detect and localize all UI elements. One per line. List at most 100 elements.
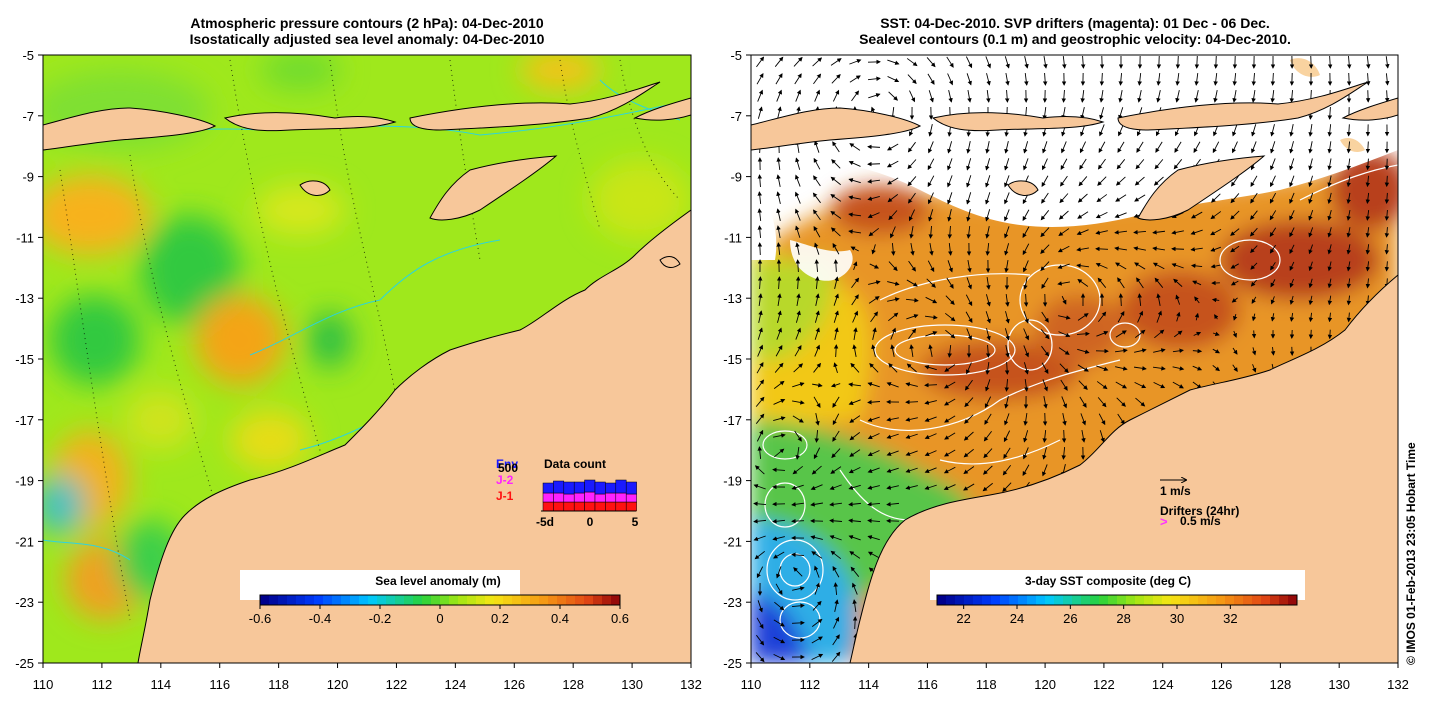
left-xtick-label: 118: [268, 677, 289, 692]
sla-colorbar: Sea level anomaly (m) -0.6 -0.4 -0.2 0 0.2 0.…: [240, 570, 629, 626]
right-xtick-label: 120: [1034, 677, 1056, 692]
left-xtick-label: 126: [503, 677, 525, 692]
left-xtick-label: 114: [150, 677, 171, 692]
sst-colorbar-tick: 28: [1116, 611, 1130, 626]
data-count-bar: [563, 501, 575, 512]
right-title-line2: Sealevel contours (0.1 m) and geostrophi…: [859, 31, 1291, 47]
sla-colorbar-tick: 0.4: [551, 611, 569, 626]
data-count-bar: [625, 501, 637, 512]
data-count-inset: Data count Env 500 J-2 J-1 -5d 0 5: [496, 457, 639, 529]
right-xtick-label: 132: [1387, 677, 1409, 692]
sla-colorbar-label: Sea level anomaly (m): [375, 574, 500, 588]
data-count-bar: [625, 493, 637, 503]
left-xtick-label: 110: [33, 677, 54, 692]
left-xtick-label: 122: [386, 677, 408, 692]
data-count-bar: [563, 481, 575, 495]
data-count-bar: [542, 482, 554, 494]
data-count-bar: [553, 492, 565, 503]
data-count-bar: [605, 482, 617, 494]
data-count-bar: [573, 481, 585, 494]
data-count-bar: [625, 481, 637, 495]
right-xtick-label: 126: [1211, 677, 1233, 692]
right-ytick-label: -7: [730, 109, 742, 124]
data-count-bar: [584, 501, 596, 512]
right-ytick-label: -21: [723, 534, 742, 549]
right-y-axis: -5 -7 -9 -11 -13 -15 -17 -19 -21 -23 -25: [723, 48, 751, 671]
left-ytick-label: -13: [15, 291, 34, 306]
data-count-bar: [615, 479, 627, 494]
right-ytick-label: -19: [723, 474, 742, 489]
data-count-bar: [584, 491, 596, 503]
right-ytick-label: -25: [723, 656, 742, 671]
drifters-label: Drifters (24hr): [1160, 504, 1239, 518]
sla-colorbar-tick: 0.6: [611, 611, 629, 626]
credit-text: © IMOS 01-Feb-2013 23:05 Hobart Time: [1404, 442, 1418, 665]
left-ytick-label: -5: [22, 48, 34, 63]
left-xtick-label: 130: [621, 677, 643, 692]
sla-colorbar-tick: -0.2: [369, 611, 391, 626]
left-ytick-label: -23: [15, 595, 34, 610]
right-xtick-label: 112: [799, 677, 820, 692]
data-count-bar: [553, 480, 565, 494]
sla-colorbar-tick: -0.6: [249, 611, 271, 626]
sea-level-anomaly-map: [43, 55, 691, 663]
sst-colorbar-label: 3-day SST composite (deg C): [1025, 574, 1191, 588]
sla-colorbar-tick: 0: [436, 611, 443, 626]
sst-colorbar: 3-day SST composite (deg C) 22 24 26 28 30 32: [930, 570, 1305, 626]
right-ytick-label: -9: [730, 170, 742, 185]
left-ytick-label: -15: [15, 352, 34, 367]
sst-colorbar-tick: 30: [1170, 611, 1184, 626]
left-x-axis: 110 112 114 116 118 120 122 124 126 128 130 132: [33, 663, 702, 692]
sst-map: [751, 55, 1398, 663]
right-xtick-label: 130: [1328, 677, 1350, 692]
dc-xtick-0: 0: [587, 515, 594, 529]
drifter-symbol: >: [1160, 514, 1168, 529]
sst-colorbar-tick: 32: [1223, 611, 1237, 626]
right-ytick-label: -5: [730, 48, 742, 63]
right-ytick-label: -23: [723, 595, 742, 610]
right-xtick-label: 110: [741, 677, 762, 692]
data-count-bar: [573, 492, 585, 503]
right-ytick-label: -11: [724, 230, 742, 245]
data-count-bar: [542, 501, 554, 512]
left-ytick-label: -19: [15, 474, 34, 489]
dc-xtick-minus5: -5d: [536, 515, 554, 529]
right-xtick-label: 124: [1152, 677, 1174, 692]
drifter-speed-label: 0.5 m/s: [1180, 514, 1221, 528]
data-count-bar: [553, 501, 565, 512]
right-xtick-label: 116: [917, 677, 938, 692]
right-title-line1: SST: 04-Dec-2010. SVP drifters (magenta)…: [880, 15, 1270, 31]
data-count-bar: [615, 501, 627, 512]
left-xtick-label: 124: [445, 677, 467, 692]
left-ytick-label: -11: [16, 230, 34, 245]
left-ytick-label: -25: [15, 656, 34, 671]
geostrophic-velocity-vectors: [753, 55, 1390, 663]
data-count-bar: [594, 481, 606, 495]
sla-colorbar-tick: 0.2: [491, 611, 509, 626]
left-ytick-label: -7: [22, 109, 34, 124]
data-count-title: Data count: [544, 457, 606, 471]
mission-j2: J-2: [496, 473, 514, 487]
data-count-bar: [584, 479, 596, 493]
right-panel: SST: 04-Dec-2010. SVP drifters (magenta)…: [723, 15, 1409, 692]
velocity-key: 1 m/s Drifters (24hr) > 0.5 m/s: [1160, 480, 1239, 529]
velocity-key-label: 1 m/s: [1160, 484, 1191, 498]
data-count-bar: [573, 501, 585, 512]
mission-env: Env: [496, 457, 518, 471]
sst-colorbar-tick: 22: [956, 611, 970, 626]
right-xtick-label: 114: [858, 677, 879, 692]
right-xtick-label: 122: [1093, 677, 1115, 692]
left-ytick-label: -21: [15, 534, 34, 549]
data-count-bar: [605, 492, 617, 503]
left-xtick-label: 132: [680, 677, 702, 692]
left-ytick-label: -17: [15, 413, 34, 428]
data-count-bar: [563, 493, 575, 503]
right-x-axis: 110 112 114 116 118 120 122 124 126 128 130 132: [741, 663, 1409, 692]
sst-colorbar-tick: 26: [1063, 611, 1077, 626]
left-ytick-label: -9: [22, 170, 34, 185]
data-count-bar: [605, 501, 617, 512]
data-count-ytick: 500: [498, 461, 518, 475]
left-xtick-label: 120: [327, 677, 349, 692]
left-panel: Atmospheric pressure contours (2 hPa): 0…: [15, 15, 702, 692]
